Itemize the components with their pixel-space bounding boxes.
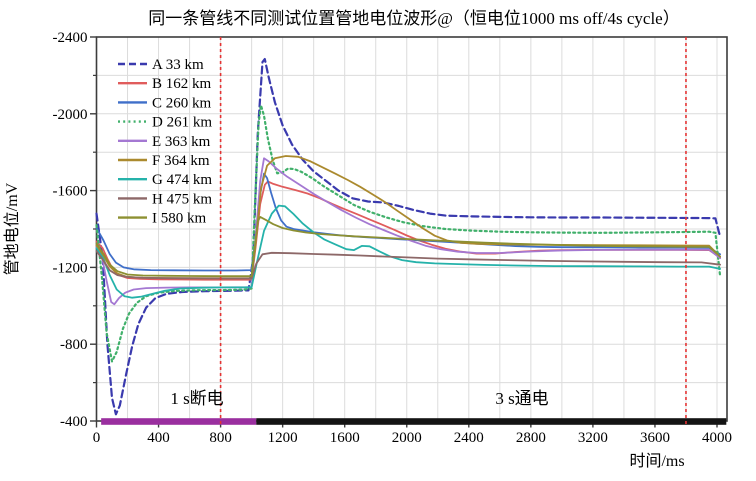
reference-lines [219, 37, 687, 424]
series-line-G [95, 204, 721, 299]
series-line-A [95, 57, 722, 416]
off-period-bar [101, 418, 257, 425]
legend-label-I: I 580 km [152, 211, 206, 227]
y-tick-label: -2000 [53, 107, 88, 123]
on-phase-label: 3 s通电 [495, 389, 548, 408]
x-tick-label: 1600 [330, 430, 360, 446]
series-line-C [95, 172, 721, 272]
legend-label-B: B 162 km [152, 76, 212, 92]
series-line-I [95, 215, 721, 278]
series-line-E [95, 157, 721, 306]
off-phase-label: 1 s断电 [170, 389, 223, 408]
x-tick-label: 3600 [640, 430, 670, 446]
series-line-H [95, 250, 721, 280]
y-tick-label: -1600 [53, 184, 88, 200]
legend: A 33 km B 162 km C 260 km D 261 km E 363 km F… [118, 57, 212, 227]
legend-label-F: F 364 km [152, 153, 210, 169]
x-tick-label: 2400 [454, 430, 484, 446]
x-tick-label: 2800 [516, 430, 546, 446]
on-period-bar [256, 418, 727, 425]
x-tick-label: 800 [209, 430, 232, 446]
x-tick-label: 2000 [392, 430, 422, 446]
x-tick-label: 3200 [578, 430, 608, 446]
chart-title: 同一条管线不同测试位置管地电位波形@（恒电位1000 ms off/4s cyc… [148, 9, 679, 28]
phase-bars [101, 418, 727, 425]
y-tick-label: -1200 [53, 260, 88, 276]
legend-label-E: E 363 km [152, 134, 211, 150]
legend-label-D: D 261 km [152, 115, 212, 131]
x-tick-label: 1200 [268, 430, 298, 446]
x-tick-label: 400 [147, 430, 170, 446]
legend-label-G: G 474 km [152, 172, 212, 188]
series-lines [95, 57, 722, 416]
legend-label-A: A 33 km [152, 57, 204, 73]
y-tick-label: -800 [60, 337, 88, 353]
gridlines [96, 37, 727, 421]
legend-label-C: C 260 km [152, 95, 212, 111]
x-tick-label: 0 [93, 430, 101, 446]
y-axis-title: 管地电位/mV [3, 182, 21, 275]
x-tick-label: 4000 [702, 430, 732, 446]
x-axis-title: 时间/ms [629, 452, 684, 470]
legend-label-H: H 475 km [152, 191, 212, 207]
y-tick-label: -400 [60, 414, 88, 430]
y-tick-label: -2400 [53, 30, 88, 46]
